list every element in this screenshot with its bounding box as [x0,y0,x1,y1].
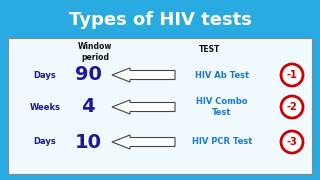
Text: HIV Combo
Test: HIV Combo Test [196,97,248,117]
FancyArrow shape [112,135,175,149]
Text: HIV Ab Test: HIV Ab Test [195,71,249,80]
Text: 10: 10 [75,132,101,152]
Circle shape [281,96,303,118]
Text: Days: Days [34,138,56,147]
Text: -2: -2 [287,102,297,112]
FancyBboxPatch shape [8,38,312,174]
FancyArrow shape [112,100,175,114]
Text: 90: 90 [75,66,101,84]
Text: HIV PCR Test: HIV PCR Test [192,138,252,147]
Text: Types of HIV tests: Types of HIV tests [68,11,252,29]
Circle shape [281,131,303,153]
Text: -1: -1 [287,70,297,80]
Text: 4: 4 [81,98,95,116]
Circle shape [281,64,303,86]
FancyBboxPatch shape [6,2,314,38]
Text: Window
period: Window period [78,42,112,62]
FancyArrow shape [112,68,175,82]
Text: Days: Days [34,71,56,80]
Text: TEST: TEST [199,44,221,53]
Text: Weeks: Weeks [29,102,60,111]
Text: -3: -3 [287,137,297,147]
